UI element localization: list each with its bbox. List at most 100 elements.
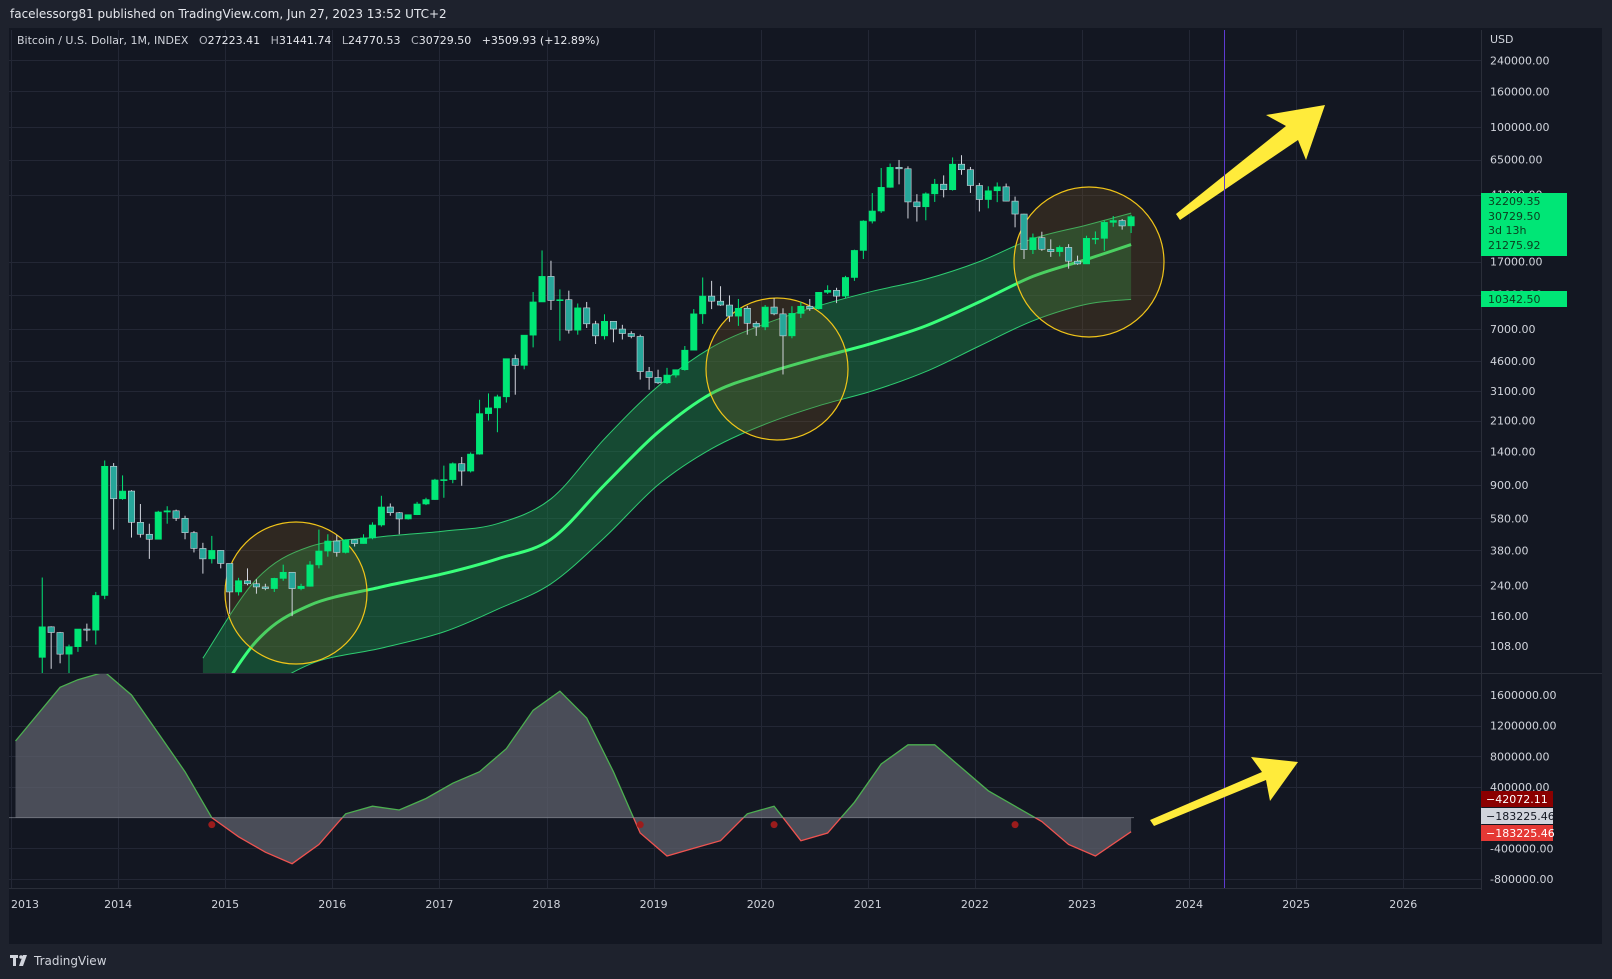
candle[interactable]: [636, 334, 644, 380]
candle[interactable]: [502, 358, 510, 403]
candle[interactable]: [413, 501, 421, 516]
candle[interactable]: [627, 331, 635, 339]
candle[interactable]: [734, 298, 742, 326]
candle[interactable]: [931, 178, 939, 202]
candle[interactable]: [1100, 220, 1108, 251]
candle[interactable]: [136, 503, 144, 538]
candle[interactable]: [904, 166, 912, 219]
candle[interactable]: [850, 249, 858, 281]
candle[interactable]: [235, 577, 243, 596]
candle[interactable]: [297, 583, 305, 591]
candle[interactable]: [1109, 215, 1117, 227]
candle[interactable]: [190, 531, 198, 553]
candle[interactable]: [342, 539, 350, 554]
candle[interactable]: [868, 193, 876, 224]
candle[interactable]: [306, 561, 314, 587]
candle[interactable]: [966, 166, 974, 193]
candle[interactable]: [154, 510, 162, 540]
candle[interactable]: [1056, 245, 1064, 257]
tradingview-logo[interactable]: TradingView: [10, 954, 107, 968]
candle[interactable]: [958, 155, 966, 175]
candle[interactable]: [74, 628, 82, 652]
candle[interactable]: [645, 366, 653, 390]
candle[interactable]: [83, 623, 91, 642]
candle[interactable]: [404, 514, 412, 520]
candle[interactable]: [181, 515, 189, 540]
candle[interactable]: [690, 309, 698, 351]
legend-symbol[interactable]: Bitcoin / U.S. Dollar, 1M, INDEX: [17, 34, 189, 47]
candle[interactable]: [520, 334, 528, 370]
candle[interactable]: [351, 539, 359, 547]
candle[interactable]: [672, 369, 680, 378]
candle[interactable]: [895, 159, 903, 185]
candle[interactable]: [493, 394, 501, 433]
crossover-marker[interactable]: [770, 821, 778, 829]
candle[interactable]: [476, 399, 484, 455]
candle[interactable]: [815, 291, 823, 310]
candle[interactable]: [565, 290, 573, 334]
candle[interactable]: [1002, 183, 1010, 202]
candle[interactable]: [806, 298, 814, 311]
candle[interactable]: [252, 579, 260, 594]
highlight-circle-1[interactable]: [224, 521, 368, 665]
crossover-marker[interactable]: [208, 821, 216, 829]
candle[interactable]: [1065, 244, 1073, 269]
highlight-circle-2[interactable]: [705, 297, 849, 441]
candle[interactable]: [360, 534, 368, 544]
candle[interactable]: [270, 577, 278, 592]
candle[interactable]: [484, 393, 492, 421]
candle[interactable]: [101, 460, 109, 600]
crossover-marker[interactable]: [1011, 821, 1019, 829]
crossover-marker[interactable]: [636, 821, 644, 829]
candle[interactable]: [226, 563, 234, 614]
candle[interactable]: [145, 523, 153, 559]
candle[interactable]: [458, 456, 466, 486]
candle[interactable]: [1127, 214, 1135, 234]
candle[interactable]: [65, 644, 73, 684]
candle[interactable]: [538, 250, 546, 303]
candle[interactable]: [663, 367, 671, 384]
candle[interactable]: [1020, 213, 1028, 259]
candle[interactable]: [377, 495, 385, 527]
candle[interactable]: [163, 506, 171, 524]
candle[interactable]: [574, 303, 582, 335]
candle[interactable]: [511, 354, 519, 395]
candle[interactable]: [743, 305, 751, 335]
candle[interactable]: [261, 583, 269, 591]
candle[interactable]: [556, 289, 564, 341]
candle[interactable]: [199, 542, 207, 574]
candle[interactable]: [940, 175, 948, 198]
candle[interactable]: [592, 320, 600, 344]
candle[interactable]: [984, 186, 992, 209]
candle[interactable]: [1082, 235, 1090, 265]
candle[interactable]: [288, 571, 296, 617]
candle[interactable]: [1011, 196, 1019, 228]
candle[interactable]: [244, 568, 252, 586]
candle[interactable]: [752, 321, 760, 336]
candle[interactable]: [654, 369, 662, 384]
candle[interactable]: [1047, 239, 1055, 257]
candle[interactable]: [47, 626, 55, 669]
candle[interactable]: [208, 535, 216, 564]
candle[interactable]: [1091, 231, 1099, 245]
candle[interactable]: [324, 534, 332, 557]
candle[interactable]: [1118, 218, 1126, 230]
candle[interactable]: [699, 277, 707, 324]
candle[interactable]: [127, 490, 135, 538]
candle[interactable]: [1029, 233, 1037, 254]
candle[interactable]: [859, 220, 867, 259]
candle[interactable]: [949, 157, 957, 191]
candle[interactable]: [395, 512, 403, 535]
candle[interactable]: [841, 275, 849, 299]
candle[interactable]: [56, 631, 64, 664]
candle[interactable]: [886, 163, 894, 188]
candle[interactable]: [422, 497, 430, 506]
candle[interactable]: [824, 285, 832, 295]
candle[interactable]: [547, 260, 555, 310]
candle[interactable]: [833, 287, 841, 304]
candle[interactable]: [725, 295, 733, 322]
candle[interactable]: [708, 280, 716, 310]
candle[interactable]: [993, 182, 1001, 203]
candle[interactable]: [717, 286, 725, 306]
candle[interactable]: [119, 475, 127, 500]
